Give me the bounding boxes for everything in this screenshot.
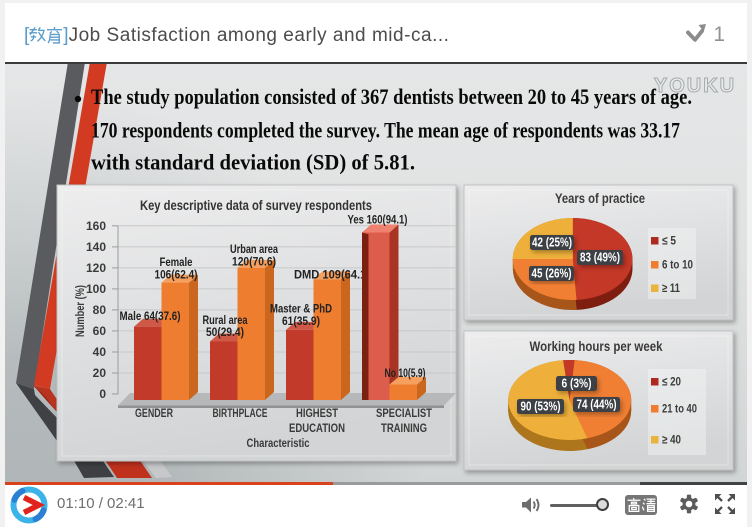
svg-text:61(35.9): 61(35.9)	[282, 314, 320, 328]
svg-text:100: 100	[86, 282, 106, 296]
svg-text:≥ 40: ≥ 40	[662, 433, 681, 447]
svg-text:TRAINING: TRAINING	[381, 421, 427, 435]
svg-text:0: 0	[99, 387, 106, 401]
svg-text:Urban area: Urban area	[230, 242, 278, 256]
svg-text:≤ 20: ≤ 20	[662, 375, 681, 389]
svg-text:Female: Female	[160, 255, 193, 269]
svg-text:83 (49%): 83 (49%)	[580, 251, 620, 265]
svg-text:60: 60	[93, 324, 107, 338]
svg-text:≤ 5: ≤ 5	[662, 234, 676, 248]
svg-text:45 (26%): 45 (26%)	[532, 267, 572, 281]
svg-text:HIGHEST: HIGHEST	[296, 406, 339, 420]
svg-text:EDUCATION: EDUCATION	[289, 421, 345, 435]
svg-text:120(70.6): 120(70.6)	[232, 255, 276, 269]
svg-text:6 to 10: 6 to 10	[662, 258, 693, 272]
svg-text:BIRTHPLACE: BIRTHPLACE	[213, 406, 268, 420]
svg-text:Working hours per week: Working hours per week	[530, 339, 663, 354]
svg-text:≥ 11: ≥ 11	[662, 281, 680, 295]
svg-text:6 (3%): 6 (3%)	[562, 377, 592, 391]
svg-text:Characteristic: Characteristic	[247, 436, 310, 450]
svg-text:50(29.4): 50(29.4)	[206, 325, 244, 339]
svg-text:SPECIALIST: SPECIALIST	[376, 406, 433, 420]
svg-text:with standard deviation (SD) o: with standard deviation (SD) of 5.81.	[91, 150, 415, 175]
svg-text:170 respondents completed the: 170 respondents completed the survey. Th…	[91, 118, 680, 143]
svg-text:Yes 160(94.1): Yes 160(94.1)	[348, 213, 408, 227]
svg-text:Key descriptive data of survey: Key descriptive data of survey responden…	[140, 198, 372, 213]
svg-text:20: 20	[93, 366, 107, 380]
svg-text:160: 160	[86, 219, 106, 233]
svg-text:140: 140	[86, 240, 106, 254]
svg-text:Master & PhD: Master & PhD	[270, 302, 332, 316]
svg-text:Number (%): Number (%)	[73, 285, 87, 337]
svg-text:GENDER: GENDER	[135, 406, 173, 420]
svg-text:DMD 109(64.1): DMD 109(64.1)	[294, 267, 370, 281]
svg-text:YOUKU: YOUKU	[654, 75, 736, 97]
svg-text:21 to 40: 21 to 40	[662, 402, 697, 416]
svg-text:No 10(5.9): No 10(5.9)	[385, 366, 426, 380]
svg-text:Rural area: Rural area	[203, 313, 248, 327]
svg-text:Male 64(37.6): Male 64(37.6)	[120, 309, 181, 323]
svg-text:42 (25%): 42 (25%)	[532, 236, 572, 250]
svg-text:The study population consisted: The study population consisted of 367 de…	[91, 84, 692, 109]
svg-text:Years of practice: Years of practice	[555, 191, 645, 206]
svg-text:90 (53%): 90 (53%)	[521, 400, 561, 414]
svg-text:40: 40	[93, 345, 107, 359]
svg-text:120: 120	[86, 261, 106, 275]
svg-text:74 (44%): 74 (44%)	[577, 398, 617, 412]
svg-text:80: 80	[93, 303, 107, 317]
svg-text:106(62.4): 106(62.4)	[155, 268, 198, 282]
